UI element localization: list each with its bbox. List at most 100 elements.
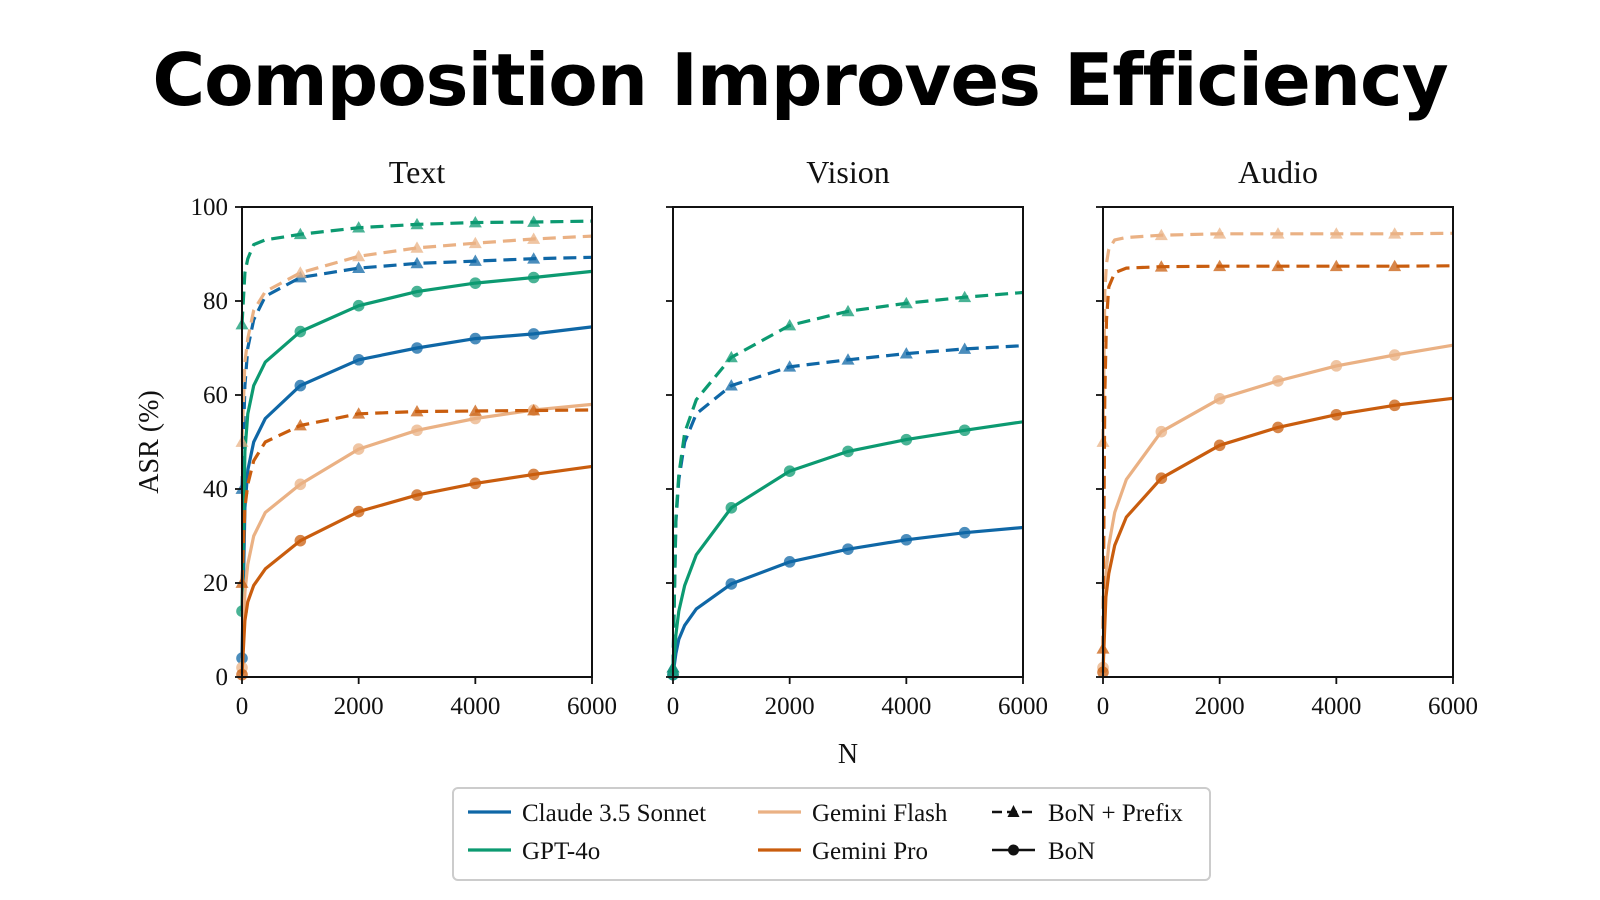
data-point-triangle	[841, 353, 855, 365]
data-point-circle	[527, 271, 540, 284]
data-point-circle	[469, 477, 482, 490]
data-point-triangle	[293, 227, 307, 240]
data-point-triangle	[724, 379, 738, 391]
series-line-gemini-pro-prefix	[1101, 264, 1454, 649]
data-point-triangle	[783, 318, 797, 331]
x-tick-label: 2000	[1195, 693, 1245, 720]
data-point-circle	[294, 534, 307, 547]
data-point-circle	[469, 332, 482, 345]
data-point-triangle	[468, 404, 482, 416]
data-point-triangle	[783, 360, 797, 372]
data-point-triangle	[352, 261, 366, 273]
data-point-triangle	[352, 221, 366, 233]
data-point-circle	[900, 433, 913, 446]
legend-label: Gemini Flash	[812, 800, 948, 827]
data-point-circle	[352, 443, 365, 455]
data-point-triangle	[841, 304, 855, 317]
series-line-gemini-flash-prefix	[240, 234, 593, 443]
panel-title: Audio	[1238, 154, 1318, 190]
data-point-circle	[411, 342, 423, 354]
data-point-circle	[725, 502, 738, 514]
data-point-triangle	[352, 249, 366, 262]
data-point-circle	[842, 543, 854, 555]
legend-label: GPT-4o	[522, 838, 600, 865]
y-tick-label: 60	[203, 382, 228, 409]
data-point-circle	[352, 299, 365, 312]
data-point-circle	[900, 533, 913, 546]
axes-frame	[241, 206, 593, 678]
page-title: Composition Improves Efficiency	[152, 38, 1448, 122]
legend-marker-triangle	[1007, 805, 1020, 817]
data-point-triangle	[1154, 228, 1168, 241]
data-point-triangle	[1388, 259, 1402, 272]
y-tick-label: 40	[203, 476, 228, 503]
data-point-triangle	[410, 404, 424, 417]
data-point-circle	[411, 424, 423, 437]
data-point-circle	[1155, 425, 1168, 438]
axes-frame	[1102, 206, 1454, 678]
x-tick-label: 2000	[765, 693, 815, 720]
legend-label: Claude 3.5 Sonnet	[522, 800, 706, 827]
data-point-triangle	[1271, 227, 1285, 239]
data-point-circle	[352, 505, 365, 518]
data-point-triangle	[527, 232, 541, 244]
data-point-triangle	[527, 252, 541, 264]
data-point-circle	[958, 526, 971, 539]
data-point-triangle	[899, 296, 913, 309]
data-point-circle	[1388, 399, 1401, 412]
data-point-circle	[725, 578, 738, 590]
series-line-gpt-4o-prefix	[240, 219, 593, 325]
legend-label: BoN	[1048, 838, 1095, 865]
axes-frame	[672, 206, 1024, 678]
data-point-triangle	[724, 350, 738, 363]
data-point-circle	[294, 379, 307, 392]
data-point-triangle	[293, 266, 307, 278]
data-point-circle	[783, 556, 796, 568]
series-line-claude-3-5-sonnet-prefix	[240, 255, 593, 490]
data-point-triangle	[410, 256, 424, 269]
data-point-triangle	[958, 290, 972, 303]
data-point-triangle	[410, 241, 424, 253]
y-tick-label: 0	[216, 664, 229, 691]
data-point-triangle	[410, 217, 424, 230]
x-tick-label: 2000	[334, 693, 384, 720]
data-point-triangle	[468, 216, 482, 228]
data-point-circle	[783, 465, 796, 477]
panel-title: Text	[389, 154, 446, 190]
x-tick-label: 4000	[450, 693, 500, 720]
data-point-triangle	[293, 419, 307, 431]
legend-marker-circle	[1008, 844, 1019, 856]
legend-box	[452, 787, 1211, 881]
x-tick-label: 0	[1097, 693, 1110, 720]
data-point-circle	[958, 424, 971, 437]
legend-label: BoN + Prefix	[1048, 800, 1183, 827]
data-point-triangle	[1388, 227, 1402, 239]
data-point-triangle	[1329, 227, 1343, 239]
data-point-circle	[411, 489, 423, 501]
data-point-circle	[1155, 472, 1168, 484]
data-point-circle	[1213, 392, 1226, 405]
x-tick-label: 4000	[881, 693, 931, 720]
data-point-circle	[1272, 421, 1284, 434]
data-point-triangle	[352, 407, 366, 419]
data-point-triangle	[468, 236, 482, 249]
series-line-claude-3-5-sonnet-prefix	[671, 344, 1024, 668]
y-tick-label: 100	[191, 194, 229, 221]
x-tick-label: 0	[667, 693, 680, 720]
data-point-circle	[1330, 408, 1343, 421]
data-point-circle	[411, 285, 423, 298]
data-point-circle	[294, 325, 307, 338]
y-tick-label: 20	[203, 570, 228, 597]
y-axis-label: ASR (%)	[134, 390, 165, 493]
series-line-gemini-flash-bon	[1101, 343, 1454, 668]
data-point-triangle	[899, 347, 913, 359]
data-point-triangle	[468, 254, 482, 266]
data-point-triangle	[527, 404, 541, 416]
data-point-circle	[294, 478, 307, 491]
data-point-circle	[1213, 439, 1226, 452]
data-point-triangle	[958, 342, 972, 354]
legend-label: Gemini Pro	[812, 838, 928, 865]
series-line-gpt-4o-bon	[240, 269, 593, 612]
x-tick-label: 6000	[1428, 693, 1478, 720]
